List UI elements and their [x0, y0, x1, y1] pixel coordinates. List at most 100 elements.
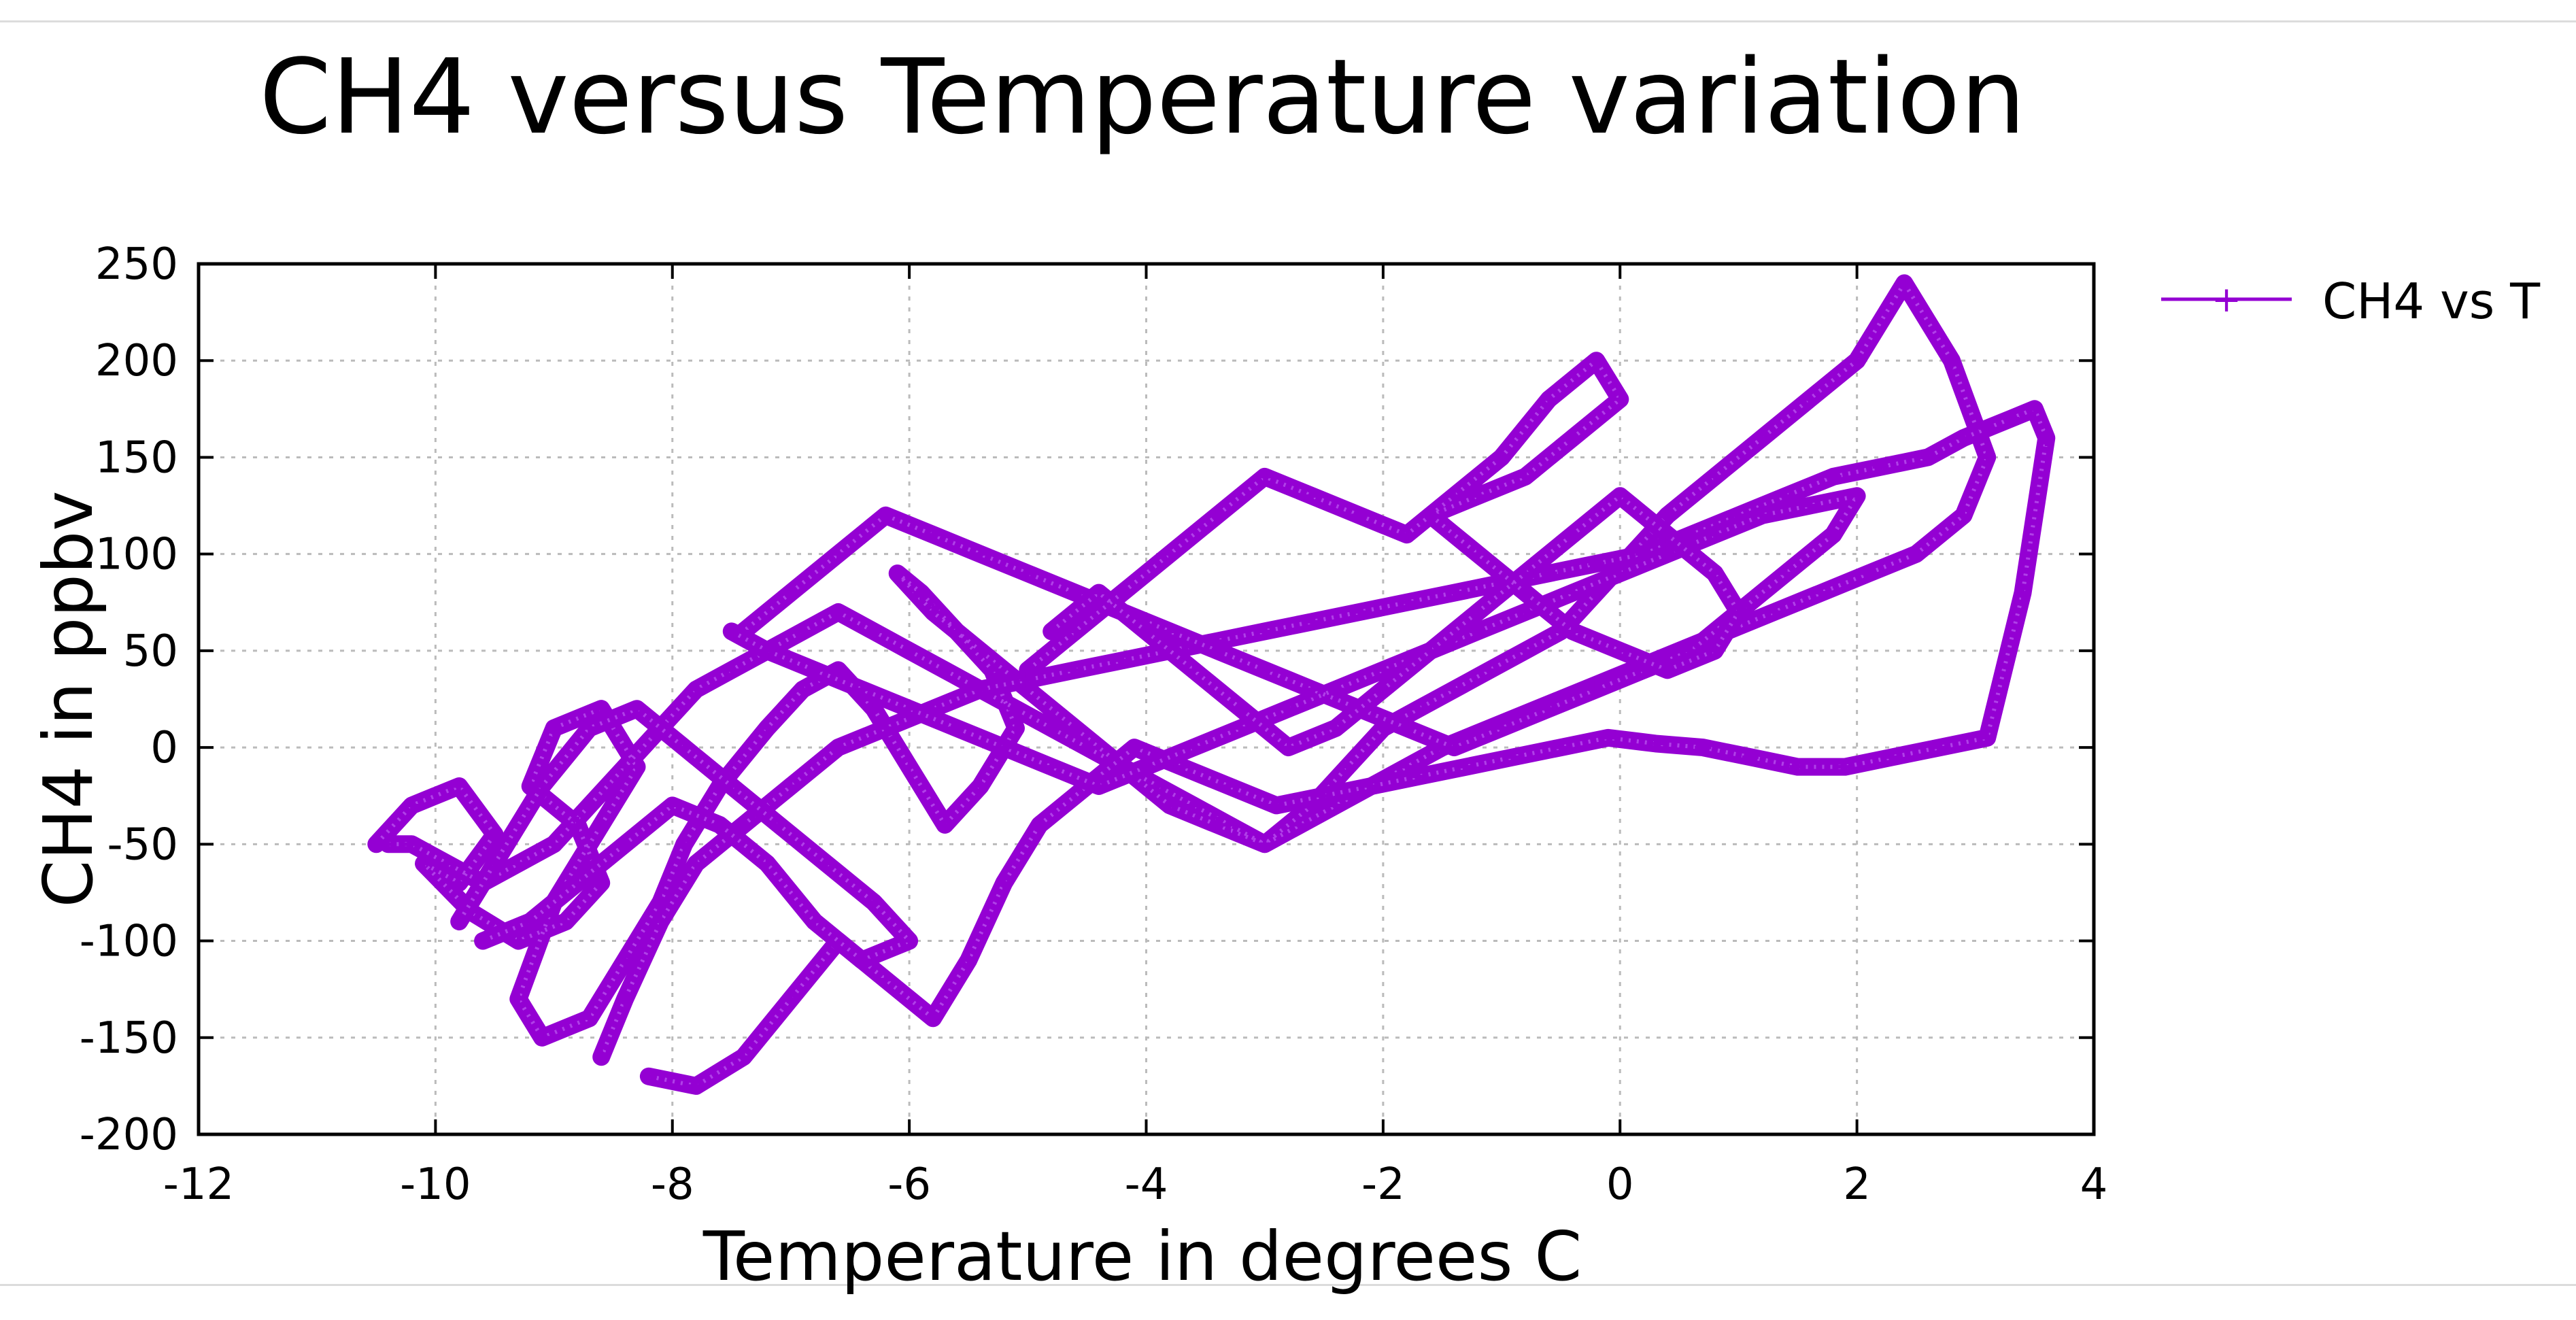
x-axis-label: Temperature in degrees C	[702, 1217, 1582, 1296]
data-point	[830, 545, 847, 562]
data-point	[1612, 488, 1629, 505]
data-point	[1493, 720, 1510, 737]
data-point	[1457, 758, 1474, 775]
data-point	[617, 952, 634, 968]
data-point	[1516, 584, 1533, 601]
data-point	[1778, 565, 1795, 582]
data-point	[972, 545, 989, 562]
data-point	[794, 623, 811, 640]
data-point	[1848, 488, 1865, 505]
data-point	[972, 778, 989, 794]
data-point	[1351, 604, 1368, 620]
data-point	[1268, 797, 1285, 814]
data-point	[1185, 662, 1202, 679]
data-point	[1564, 623, 1581, 640]
series-layer	[367, 274, 2056, 1095]
data-point	[1470, 488, 1487, 505]
data-point	[593, 875, 610, 892]
data-point	[1659, 662, 1676, 679]
x-tick-label: -2	[1361, 1160, 1405, 1210]
bottom-rule	[0, 1284, 2576, 1286]
y-tick-label: -150	[80, 1013, 178, 1064]
data-point	[1410, 700, 1427, 717]
x-tick-label: -10	[400, 1160, 471, 1210]
data-point	[1470, 604, 1487, 620]
data-point	[877, 720, 894, 737]
data-point	[806, 913, 823, 930]
data-point	[534, 1029, 551, 1046]
data-point	[1754, 430, 1771, 446]
data-point	[1470, 623, 1487, 640]
data-point	[1162, 545, 1179, 562]
data-point	[475, 932, 492, 949]
y-tick-label: -100	[80, 917, 178, 967]
data-point	[1706, 642, 1723, 659]
data-point	[1516, 604, 1533, 620]
data-point	[1516, 468, 1533, 485]
data-point	[628, 700, 645, 717]
y-tick-label: 100	[95, 530, 178, 580]
data-point	[877, 971, 894, 988]
data-point	[1931, 739, 1948, 756]
data-point	[723, 662, 740, 679]
data-point	[379, 836, 396, 853]
data-point	[1955, 507, 1972, 524]
data-point	[1232, 720, 1249, 737]
data-point	[640, 1068, 657, 1085]
x-tick-label: 0	[1606, 1160, 1634, 1210]
data-point	[1754, 507, 1771, 524]
data-point	[688, 855, 705, 872]
data-point	[1505, 749, 1522, 766]
data-point	[2038, 430, 2055, 446]
data-point	[617, 836, 634, 853]
data-point	[1351, 507, 1368, 524]
data-point	[1446, 488, 1463, 505]
data-point	[1209, 507, 1226, 524]
series-4	[450, 700, 919, 969]
data-point	[1695, 739, 1712, 756]
data-point	[1280, 739, 1297, 756]
y-axis-label: CH4 in ppbv	[29, 491, 108, 908]
data-point	[581, 797, 598, 814]
data-point	[1706, 565, 1723, 582]
data-point	[960, 952, 977, 968]
data-point	[1185, 797, 1202, 814]
data-point	[1647, 735, 1664, 752]
data-point	[948, 623, 965, 640]
data-point	[1422, 642, 1439, 659]
data-point	[1612, 565, 1629, 582]
data-point	[1090, 584, 1107, 601]
data-point	[569, 816, 586, 833]
data-point	[877, 507, 894, 524]
series-line	[450, 700, 919, 969]
data-point	[711, 816, 728, 833]
data-point	[924, 604, 941, 620]
data-point	[1066, 584, 1083, 601]
data-point	[1019, 662, 1036, 679]
data-point	[1872, 458, 1889, 475]
data-point	[759, 642, 776, 659]
data-point	[1138, 758, 1155, 775]
data-point	[593, 1049, 610, 1066]
ticks: -12 -10 -8 -6 -4 -2 0 2 4 250 200 150 100 50 0 -50 -100 -…	[80, 239, 2108, 1210]
data-point	[1516, 565, 1533, 582]
data-point	[1884, 749, 1901, 766]
data-point	[688, 1077, 705, 1094]
y-tick-label: 0	[150, 723, 178, 773]
data-point	[1706, 468, 1723, 485]
data-point	[1019, 565, 1036, 582]
data-point	[1256, 662, 1273, 679]
data-point	[1564, 430, 1581, 446]
series-line	[1019, 352, 1748, 757]
data-point	[806, 662, 823, 679]
data-point	[924, 1010, 941, 1027]
legend-marker: +	[2211, 280, 2241, 320]
data-point	[1493, 449, 1510, 466]
data-point	[1256, 836, 1273, 853]
data-point	[1943, 352, 1960, 369]
data-point	[2003, 410, 2020, 427]
data-point	[1588, 352, 1605, 369]
data-point	[1730, 604, 1747, 620]
data-point	[676, 739, 693, 756]
